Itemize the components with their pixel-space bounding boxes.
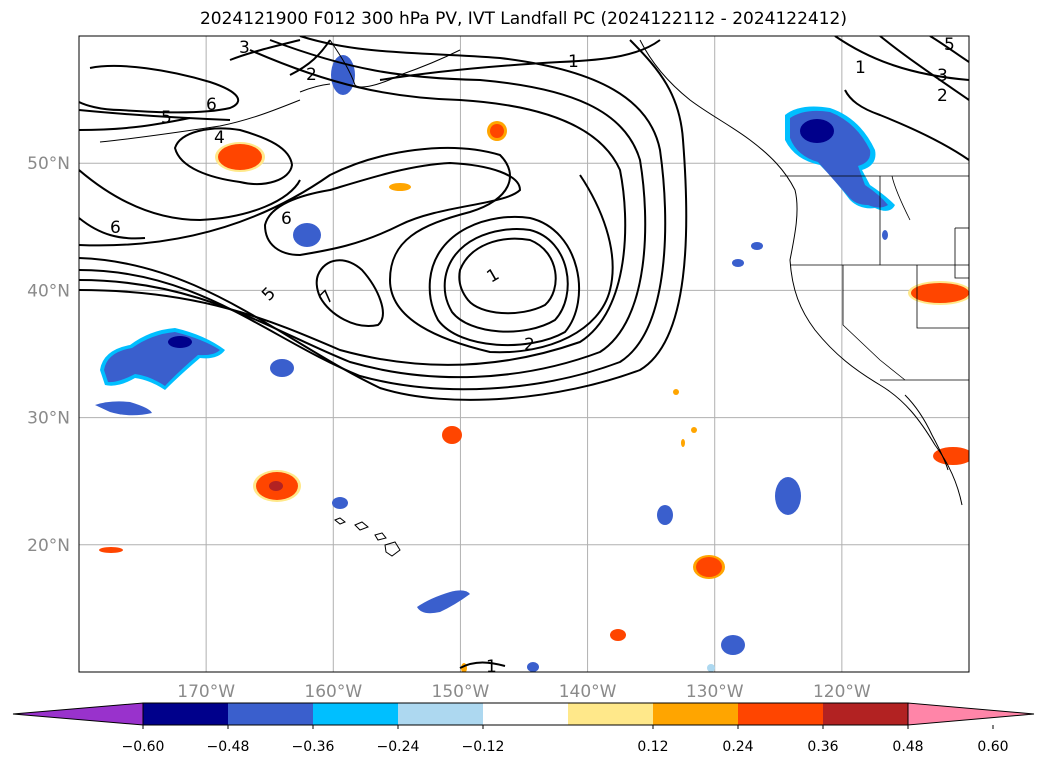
colorbar-extend-min <box>12 702 144 726</box>
map-title: 2024121900 F012 300 hPa PV, IVT Landfall… <box>199 9 847 29</box>
contour-label: 5 <box>161 108 172 128</box>
latitude-labels: 50°N 40°N 30°N 20°N <box>27 154 70 556</box>
lon-tick-label: 160°W <box>304 682 362 702</box>
contour-label: 2 <box>937 86 948 106</box>
colorbar-tick-label: −0.12 <box>462 739 505 755</box>
colorbar-tick-label: −0.36 <box>292 739 335 755</box>
colorbar <box>12 702 1035 726</box>
colorbar-segment <box>568 703 653 725</box>
contour-label: 1 <box>568 52 579 72</box>
colorbar-tick-label: 0.60 <box>977 739 1008 755</box>
contour-label: 1 <box>486 657 497 677</box>
lat-tick-label: 20°N <box>27 536 70 556</box>
colorbar-segment <box>653 703 738 725</box>
colorbar-segment <box>143 703 228 725</box>
contour-label: 3 <box>239 38 250 58</box>
colorbar-segment <box>483 703 568 725</box>
contour-label: 1 <box>855 58 866 78</box>
contour-label: 6 <box>206 95 217 115</box>
contour-label: 5 <box>944 35 955 55</box>
colorbar-tick-label: 0.24 <box>722 739 753 755</box>
contour-label: 2 <box>524 335 535 355</box>
lat-tick-label: 30°N <box>27 409 70 429</box>
colorbar-tick-label: −0.48 <box>207 739 250 755</box>
pv-contours <box>79 36 969 669</box>
coastlines <box>99 39 963 557</box>
lon-tick-label: 140°W <box>559 682 617 702</box>
colorbar-labels: −0.60 −0.48 −0.36 −0.24 −0.12 0.12 0.24 0.36 0.4… <box>122 725 1009 755</box>
political-borders <box>780 175 969 381</box>
contour-label: 6 <box>110 218 121 238</box>
colorbar-tick-label: 0.36 <box>807 739 838 755</box>
map-frame <box>78 35 970 673</box>
lat-tick-label: 40°N <box>27 281 70 301</box>
colorbar-tick-label: 0.48 <box>892 739 923 755</box>
contour-label: 3 <box>937 66 948 86</box>
contour-label: 2 <box>306 65 317 85</box>
colorbar-extend-max <box>907 702 1035 726</box>
negative-anomalies <box>95 55 895 672</box>
positive-anomalies <box>99 121 969 672</box>
pv-anomaly-shading <box>95 55 969 672</box>
colorbar-tick-label: −0.60 <box>122 739 165 755</box>
colorbar-segment <box>313 703 398 725</box>
colorbar-frame <box>142 702 909 726</box>
lon-tick-label: 130°W <box>686 682 744 702</box>
contour-label: 4 <box>214 128 225 148</box>
colorbar-tick-label: 0.12 <box>637 739 668 755</box>
colorbar-tick-label: −0.24 <box>377 739 420 755</box>
colorbar-segment <box>398 703 483 725</box>
contour-label: 6 <box>281 209 292 229</box>
lon-tick-label: 120°W <box>813 682 871 702</box>
lon-tick-label: 170°W <box>177 682 235 702</box>
lon-tick-label: 150°W <box>432 682 490 702</box>
colorbar-segment <box>738 703 823 725</box>
colorbar-segment <box>823 703 908 725</box>
longitude-labels: 170°W 160°W 150°W 140°W 130°W 120°W <box>177 682 871 702</box>
lat-tick-label: 50°N <box>27 154 70 174</box>
colorbar-segment <box>228 703 313 725</box>
